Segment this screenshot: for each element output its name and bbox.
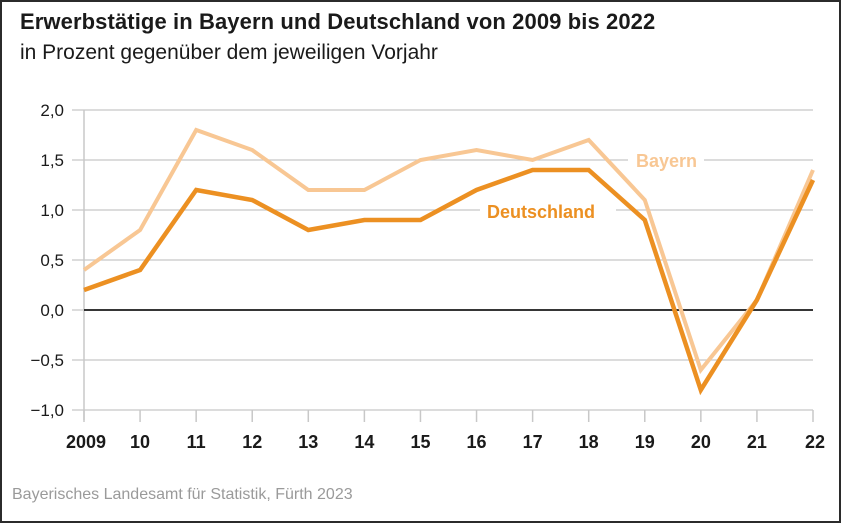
y-tick-label: 0,5 (40, 251, 64, 270)
y-axis-ticks: 2,0 1,5 1,0 0,5 0,0 −0,5 −1,0 (30, 101, 64, 420)
x-axis-ticks: 2009 10 11 12 13 14 15 16 17 18 19 20 21 22 (66, 410, 825, 452)
x-tick-label: 20 (691, 432, 711, 452)
y-tick-label: 1,0 (40, 201, 64, 220)
series-line-bayern (82, 127, 815, 375)
chart-subtitle: in Prozent gegenüber dem jeweiligen Vorj… (20, 41, 438, 64)
series-labels: Bayern Deutschland (480, 148, 704, 222)
label-bg-bayern (628, 148, 704, 172)
x-tick-label: 16 (467, 432, 487, 452)
y-tick-label: −0,5 (30, 351, 64, 370)
chart-title: Erwerbstätige in Bayern und Deutschland … (20, 9, 656, 34)
x-tick-label: 11 (187, 432, 206, 452)
x-tick-label: 13 (298, 432, 318, 452)
y-tick-label: 0,0 (40, 301, 64, 320)
x-tick-label: 14 (354, 432, 374, 452)
y-tick-label: −1,0 (30, 401, 64, 420)
series-line-deutschland (83, 167, 816, 396)
x-tick-label: 19 (635, 432, 655, 452)
label-bg-deutschland (480, 198, 616, 222)
series-lines (82, 127, 816, 396)
x-tick-label: 2009 (66, 432, 106, 452)
x-tick-label: 10 (130, 432, 150, 452)
x-tick-label: 12 (242, 432, 262, 452)
y-tick-label: 2,0 (40, 101, 64, 120)
x-tick-label: 21 (747, 432, 767, 452)
series-label-bayern: Bayern (636, 151, 697, 171)
series-label-deutschland: Deutschland (487, 202, 595, 222)
source-note: Bayerisches Landesamt für Statistik, Für… (12, 486, 353, 503)
y-tick-label: 1,5 (40, 151, 64, 170)
x-tick-label: 17 (523, 432, 543, 452)
x-tick-label: 22 (805, 432, 825, 452)
x-tick-label: 18 (579, 432, 599, 452)
x-tick-label: 15 (410, 432, 430, 452)
